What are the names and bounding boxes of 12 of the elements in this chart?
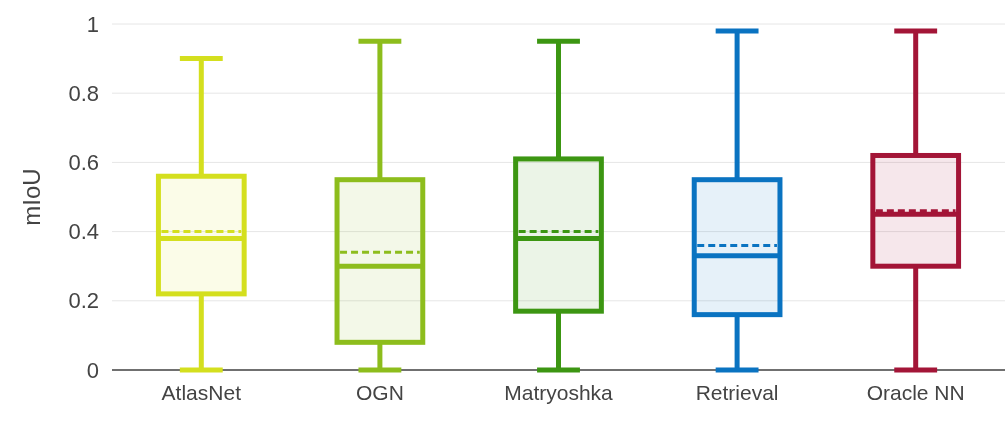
y-tick-label: 1 xyxy=(86,11,99,37)
x-tick-label: OGN xyxy=(355,381,404,405)
y-tick-label: 0.6 xyxy=(68,149,99,175)
x-tick-label: Oracle NN xyxy=(866,381,965,405)
x-tick-label: AtlasNet xyxy=(161,381,242,405)
x-tick-label: Matryoshka xyxy=(504,381,614,405)
y-tick-label: 0.2 xyxy=(68,288,99,314)
y-tick-label: 0.4 xyxy=(68,219,99,245)
y-axis-title: mIoU xyxy=(18,168,45,226)
y-tick-label: 0 xyxy=(86,357,99,383)
x-tick-label: Retrieval xyxy=(695,381,779,405)
y-tick-label: 0.8 xyxy=(68,80,99,106)
